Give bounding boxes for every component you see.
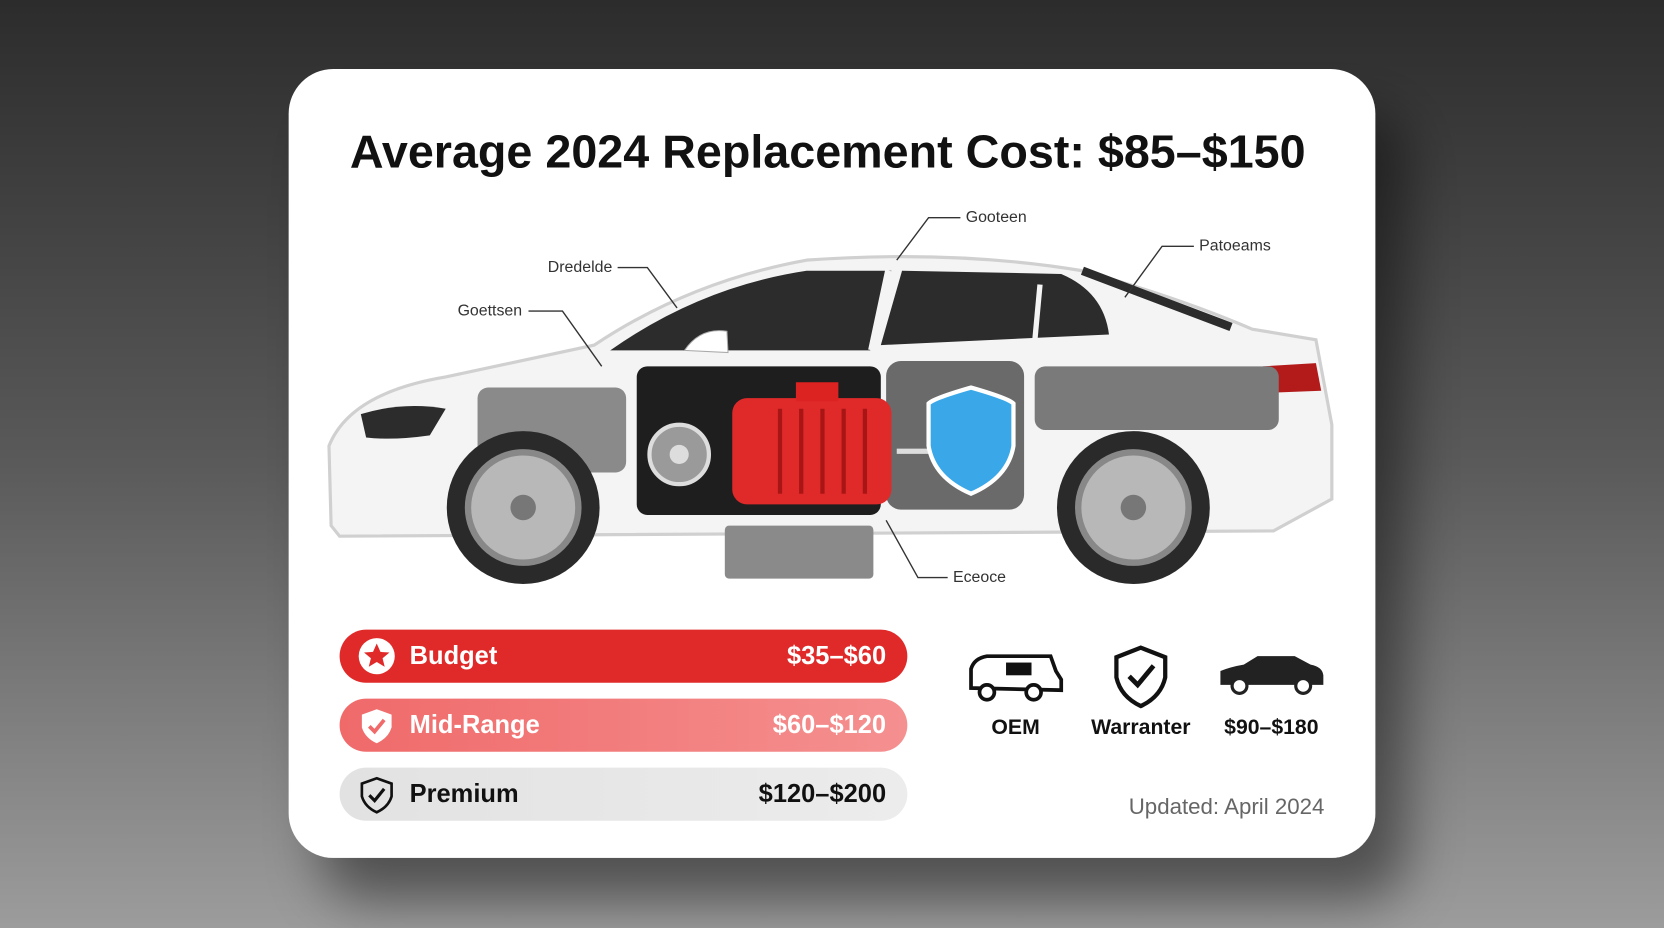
tier-name: Budget — [410, 642, 498, 670]
callouts: Gooteen Patoeams Dredelde Goettsen Eceoc… — [458, 209, 1271, 586]
callout-label: Eceoce — [953, 569, 1006, 586]
badge-label: OEM — [991, 716, 1039, 739]
callout-label: Dredelde — [548, 259, 613, 276]
callout-label: Patoeams — [1199, 238, 1271, 255]
badge-label: Warranter — [1091, 716, 1190, 739]
badge-warranty: Warranter — [1091, 645, 1191, 739]
badge-oem: OEM — [969, 654, 1064, 739]
callout-label: Gooteen — [966, 209, 1027, 226]
tier-price: $60–$120 — [773, 711, 886, 739]
tier-price: $35–$60 — [787, 642, 886, 670]
badge-label: $90–$180 — [1224, 716, 1318, 739]
tier-mid-range: Mid-Range $60–$120 — [339, 698, 908, 752]
car-illustration — [327, 255, 1334, 584]
tier-name: Mid-Range — [410, 711, 540, 739]
tier-price: $120–$200 — [759, 780, 886, 808]
callout-label: Goettsen — [458, 302, 523, 319]
tier-name: Premium — [410, 780, 519, 808]
tier-budget: Budget $35–$60 — [339, 629, 908, 683]
badge-price: $90–$180 — [1220, 656, 1324, 739]
updated-note: Updated: April 2024 — [1129, 794, 1325, 819]
title: Average 2024 Replacement Cost: $85–$150 — [350, 125, 1306, 177]
tier-premium: Premium $120–$200 — [339, 767, 908, 821]
